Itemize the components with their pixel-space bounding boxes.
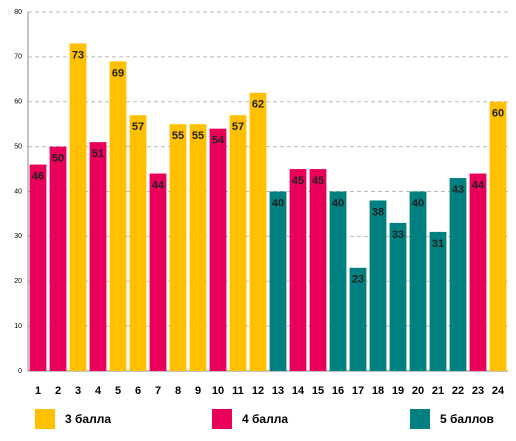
y-tick-label: 10 [14,323,22,330]
value-label: 69 [112,67,124,79]
value-label: 44 [152,179,165,191]
value-label: 50 [52,153,64,165]
x-tick-label: 22 [452,385,464,397]
bar [109,61,127,372]
bar [169,124,187,371]
value-label: 45 [312,175,324,187]
x-tick-label: 13 [272,385,284,397]
y-tick-label: 20 [14,278,22,285]
bar [449,178,467,371]
bar [249,92,267,372]
x-tick-label: 10 [212,385,224,397]
value-label: 31 [432,238,444,250]
value-label: 60 [492,108,504,120]
legend-label: 3 балла [65,412,111,426]
bar [329,191,347,371]
legend-label: 4 балла [242,412,288,426]
x-tick-label: 17 [352,385,364,397]
y-tick-label: 30 [14,233,22,240]
x-tick-label: 20 [412,385,424,397]
legend-swatch [212,409,232,429]
bar [149,173,167,371]
value-label: 46 [32,170,44,182]
y-tick-label: 40 [14,188,22,195]
x-tick-label: 19 [392,385,404,397]
bar [389,222,407,371]
x-tick-label: 4 [95,385,102,397]
value-label: 23 [352,274,364,286]
y-tick-label: 70 [14,54,22,61]
bar [209,128,227,371]
x-tick-label: 18 [372,385,384,397]
bar [289,169,307,371]
y-tick-label: 60 [14,99,22,106]
x-tick-label: 14 [292,385,305,397]
x-tick-label: 21 [432,385,444,397]
value-label: 44 [472,179,485,191]
bar [89,142,107,371]
bar [429,231,447,371]
value-label: 45 [292,175,304,187]
x-tick-label: 23 [472,385,484,397]
bar [309,169,327,371]
value-label: 73 [72,49,84,61]
value-label: 54 [212,135,225,147]
x-tick-label: 3 [75,385,81,397]
value-label: 40 [412,197,424,209]
y-tick-label: 50 [14,143,22,150]
legend-label: 5 баллов [440,412,494,426]
value-label: 57 [232,121,244,133]
x-tick-label: 1 [35,385,41,397]
bar [269,191,287,371]
bar [369,200,387,371]
x-tick-label: 24 [492,385,505,397]
bar [189,124,207,371]
x-tick-label: 2 [55,385,61,397]
x-tick-label: 15 [312,385,324,397]
y-tick-label: 0 [18,368,22,375]
bar [49,146,67,371]
value-label: 55 [172,130,184,142]
value-label: 51 [92,148,104,160]
bar [469,173,487,371]
x-tick-label: 16 [332,385,344,397]
x-tick-label: 5 [115,385,121,397]
bar [29,164,47,371]
y-tick-label: 80 [14,9,22,16]
x-tick-label: 11 [232,385,244,397]
x-tick-label: 7 [155,385,161,397]
legend-swatch [35,409,55,429]
x-tick-label: 6 [135,385,141,397]
value-label: 43 [452,184,464,196]
value-label: 55 [192,130,204,142]
bar [409,191,427,371]
value-label: 38 [372,206,384,218]
value-label: 40 [332,197,344,209]
bar [349,267,367,371]
x-tick-label: 12 [252,385,264,397]
value-label: 57 [132,121,144,133]
bar [489,101,507,371]
value-label: 40 [272,197,284,209]
x-tick-label: 9 [195,385,201,397]
bar [69,43,87,371]
x-tick-label: 8 [175,385,181,397]
legend-swatch [410,409,430,429]
value-label: 33 [392,229,404,241]
value-label: 62 [252,99,264,111]
bar [229,115,247,372]
bar [129,115,147,372]
